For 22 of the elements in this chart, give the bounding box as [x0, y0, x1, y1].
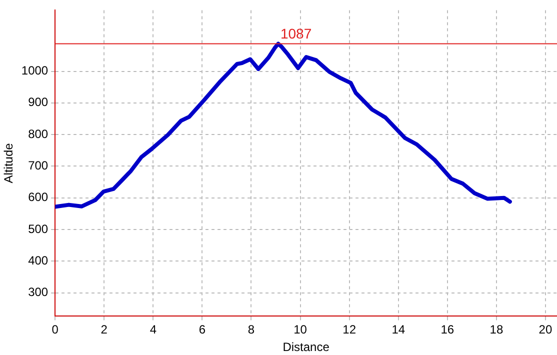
x-tick-label: 8 [248, 322, 255, 337]
y-tick-label: 900 [28, 95, 48, 110]
x-tick-label: 14 [392, 322, 406, 337]
x-tick-label: 6 [198, 322, 206, 337]
x-tick-label: 2 [100, 322, 108, 337]
x-tick-label: 4 [150, 322, 157, 337]
y-tick-label: 300 [28, 285, 48, 300]
y-tick-label: 500 [28, 222, 48, 236]
x-tick-label: 20 [538, 322, 552, 337]
y-tick-label: 800 [28, 126, 48, 141]
y-tick-label: 400 [28, 253, 48, 268]
x-tick-label: 10 [294, 322, 308, 337]
y-tick-label: 700 [28, 158, 48, 173]
x-tick-label: 0 [52, 322, 59, 337]
ref-line-label: 1087 [280, 26, 312, 42]
x-tick-label: 16 [440, 322, 454, 337]
y-tick-label: 600 [28, 190, 48, 204]
x-tick-label: 12 [342, 322, 356, 337]
y-axis-title: Altitude [2, 142, 16, 184]
y-tick-label: 1000 [21, 64, 48, 78]
x-tick-label: 18 [490, 322, 504, 337]
x-axis-title: Distance [282, 340, 330, 354]
